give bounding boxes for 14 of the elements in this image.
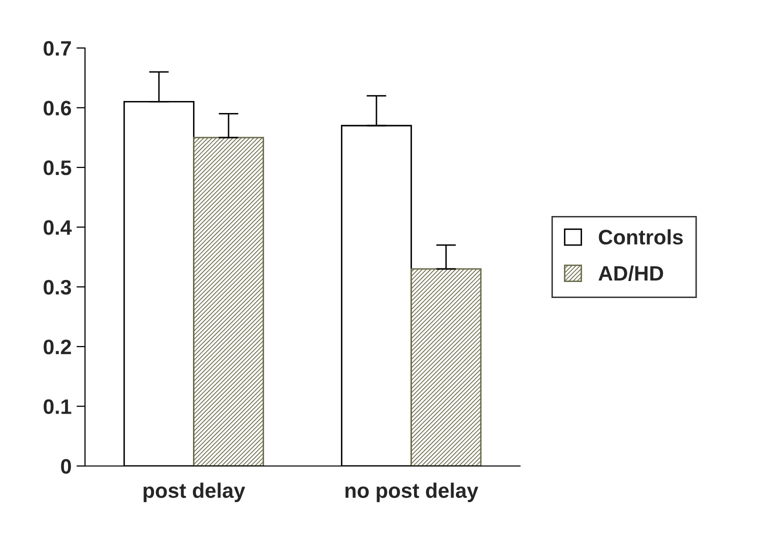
bar: [410, 268, 482, 466]
y-tick-label: 0.3: [44, 280, 72, 295]
x-tick-label: no post delay: [345, 482, 478, 502]
y-tick-label: 0.2: [44, 340, 71, 354]
y-tick-label: 0: [61, 459, 71, 474]
y-tick-label: 0.1: [44, 399, 72, 414]
y-tick-label: 0.4: [44, 220, 72, 235]
y-tick-label: 0.7: [44, 41, 71, 56]
x-tick-label: post delay: [144, 482, 246, 502]
y-tick-label: 0.5: [44, 160, 72, 176]
legend-label: AD/HD: [598, 265, 664, 281]
bar: [193, 136, 264, 466]
y-tick-label: 0.6: [44, 100, 72, 116]
legend-label: Controls: [598, 229, 683, 245]
